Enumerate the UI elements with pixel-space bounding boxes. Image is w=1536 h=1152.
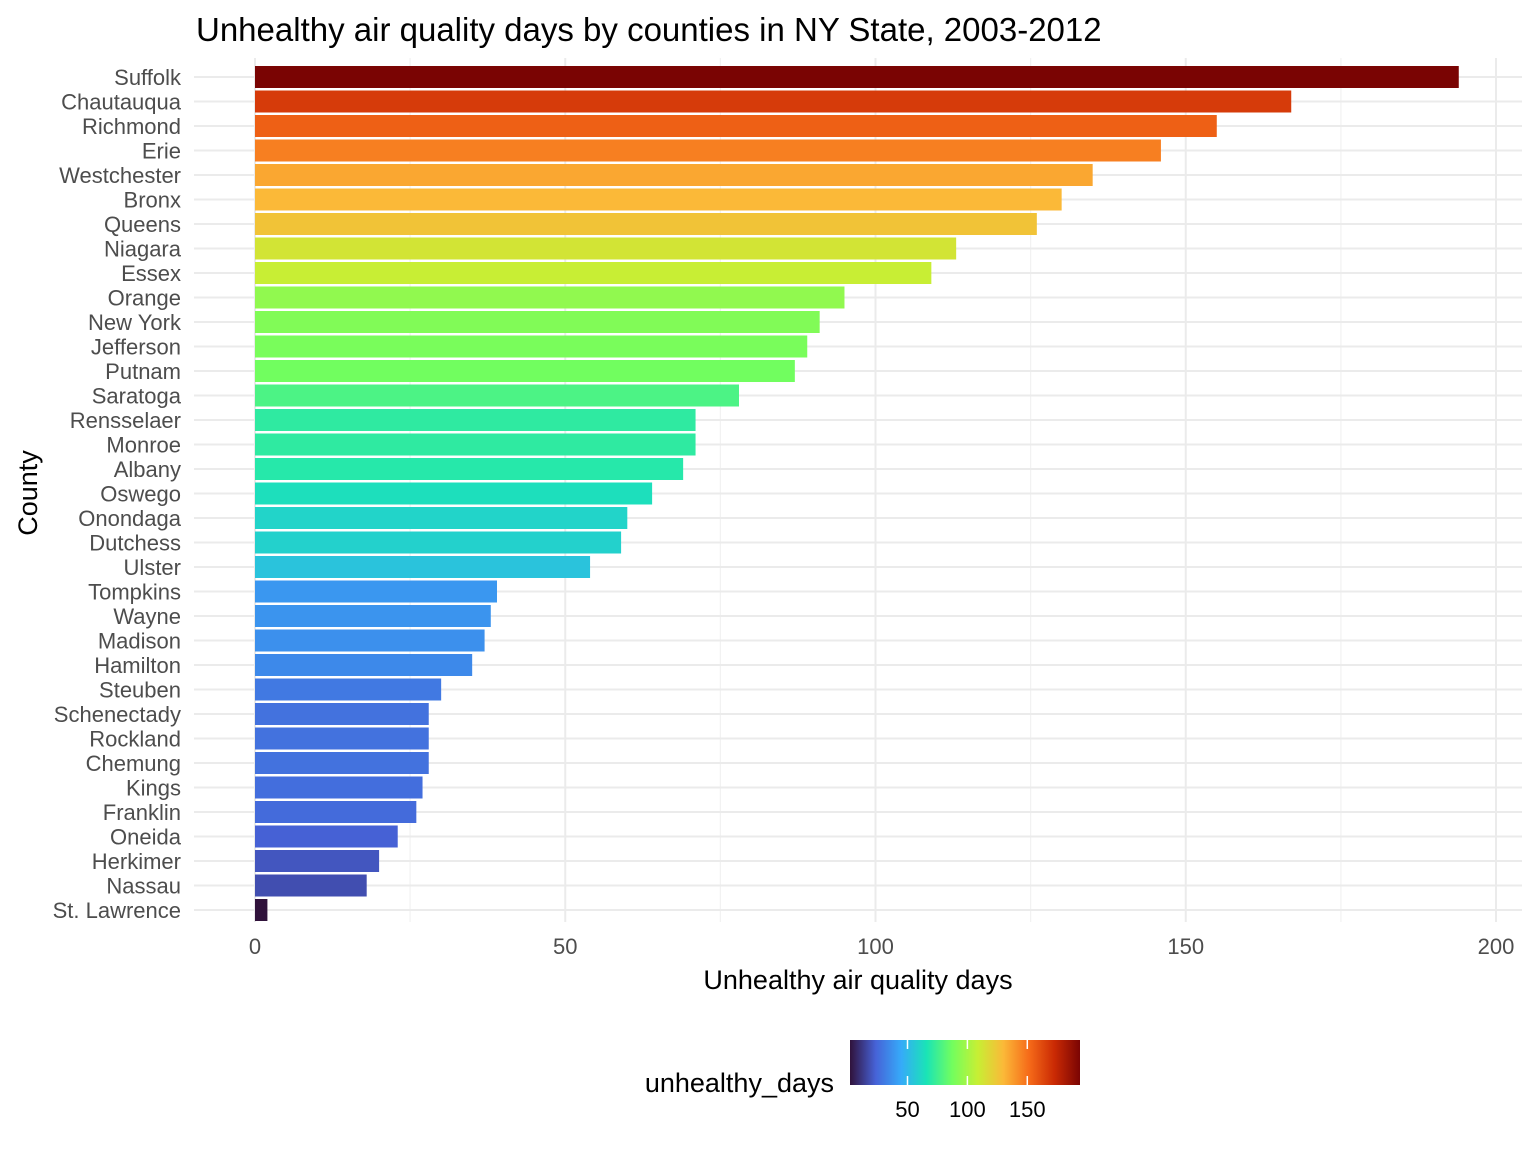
category-label: Orange xyxy=(108,286,181,311)
bar-tompkins xyxy=(255,580,497,603)
bar-chemung xyxy=(255,752,429,774)
category-label: Suffolk xyxy=(114,65,182,90)
bars xyxy=(255,66,1459,921)
category-label: Richmond xyxy=(82,114,181,139)
legend-ticks: 50 100 150 xyxy=(895,1040,1046,1122)
category-label: Bronx xyxy=(124,188,181,213)
bar-franklin xyxy=(255,801,417,823)
category-label: Dutchess xyxy=(89,531,181,556)
category-label: Wayne xyxy=(113,604,181,629)
bar-rensselaer xyxy=(255,409,696,431)
bar-st-lawrence xyxy=(255,899,268,921)
category-label: Franklin xyxy=(103,800,181,825)
bar-kings xyxy=(255,776,423,799)
bar-schenectady xyxy=(255,703,429,725)
category-label: Steuben xyxy=(99,678,181,703)
category-label: Kings xyxy=(126,776,181,801)
category-label: Hamilton xyxy=(94,653,181,678)
category-label: Oswego xyxy=(100,482,181,507)
bar-niagara xyxy=(255,237,957,260)
category-label: Herkimer xyxy=(92,849,181,874)
category-label: Chemung xyxy=(86,751,181,776)
bar-oneida xyxy=(255,825,398,848)
x-axis-ticks: 0 50 100 150 200 xyxy=(249,934,1514,959)
bar-bronx xyxy=(255,188,1062,211)
legend-title: unhealthy_days xyxy=(645,1068,834,1098)
x-tick-label: 150 xyxy=(1167,934,1204,959)
bar-madison xyxy=(255,629,485,652)
category-label: St. Lawrence xyxy=(53,898,181,923)
legend-colorbar xyxy=(850,1040,1080,1085)
chart-title: Unhealthy air quality days by counties i… xyxy=(196,11,1102,48)
category-label: Queens xyxy=(104,212,181,237)
category-label: Niagara xyxy=(104,237,182,262)
bar-hamilton xyxy=(255,654,473,676)
bar-herkimer xyxy=(255,850,380,872)
x-tick-label: 100 xyxy=(857,934,894,959)
bar-nassau xyxy=(255,874,367,897)
bar-essex xyxy=(255,262,932,284)
bar-chautauqua xyxy=(255,90,1292,113)
bar-rockland xyxy=(255,727,429,750)
category-label: Nassau xyxy=(106,874,181,899)
bar-queens xyxy=(255,213,1037,235)
bar-dutchess xyxy=(255,531,622,554)
x-tick-label: 200 xyxy=(1478,934,1515,959)
legend-tick-label: 50 xyxy=(895,1097,919,1122)
category-label: Chautauqua xyxy=(61,90,182,115)
category-label: Ulster xyxy=(124,555,181,580)
category-label: Schenectady xyxy=(54,702,181,727)
bar-ulster xyxy=(255,556,591,578)
bar-albany xyxy=(255,458,684,480)
legend: unhealthy_days 50 100 150 xyxy=(645,1040,1080,1122)
x-axis-title: Unhealthy air quality days xyxy=(703,965,1012,995)
bar-putnam xyxy=(255,360,795,382)
x-tick-label: 0 xyxy=(249,934,261,959)
category-label: Erie xyxy=(142,139,181,164)
category-label: Rensselaer xyxy=(70,408,181,433)
bar-oswego xyxy=(255,482,653,505)
category-label: Onondaga xyxy=(78,506,182,531)
bar-erie xyxy=(255,139,1161,162)
category-labels: SuffolkChautauquaRichmondErieWestchester… xyxy=(53,65,182,923)
bar-richmond xyxy=(255,115,1217,137)
legend-tick-label: 150 xyxy=(1009,1097,1046,1122)
category-label: Essex xyxy=(121,261,181,286)
bar-new-york xyxy=(255,311,820,333)
category-label: New York xyxy=(88,310,182,335)
category-label: Oneida xyxy=(110,825,182,850)
x-tick-label: 50 xyxy=(553,934,577,959)
category-label: Putnam xyxy=(105,359,181,384)
bar-orange xyxy=(255,286,845,309)
category-label: Albany xyxy=(114,457,181,482)
category-label: Madison xyxy=(98,629,181,654)
category-label: Monroe xyxy=(106,433,181,458)
bar-westchester xyxy=(255,164,1093,186)
bar-monroe xyxy=(255,433,696,456)
bar-saratoga xyxy=(255,384,739,407)
category-label: Jefferson xyxy=(91,335,181,360)
category-label: Tompkins xyxy=(88,580,181,605)
category-label: Westchester xyxy=(59,163,181,188)
bar-jefferson xyxy=(255,335,808,358)
legend-tick-label: 100 xyxy=(949,1097,986,1122)
bar-suffolk xyxy=(255,66,1459,88)
category-label: Rockland xyxy=(89,727,181,752)
bar-onondaga xyxy=(255,507,628,529)
bar-wayne xyxy=(255,605,491,627)
y-axis-title: County xyxy=(13,450,43,536)
category-label: Saratoga xyxy=(92,384,182,409)
bar-steuben xyxy=(255,678,442,701)
